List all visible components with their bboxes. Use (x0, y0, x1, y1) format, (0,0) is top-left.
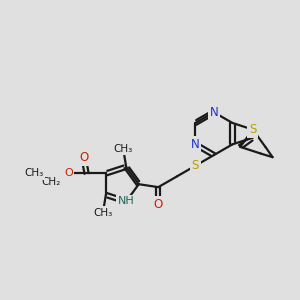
Text: N: N (191, 138, 200, 151)
Text: O: O (154, 198, 163, 211)
Text: O: O (64, 169, 73, 178)
Text: O: O (79, 151, 88, 164)
Text: N: N (209, 106, 218, 119)
Text: CH₃: CH₃ (93, 208, 112, 218)
Text: NH: NH (118, 196, 135, 206)
Text: CH₃: CH₃ (114, 144, 133, 154)
Text: S: S (192, 159, 199, 172)
Text: CH₃: CH₃ (25, 169, 44, 178)
Text: S: S (249, 123, 256, 136)
Text: CH₂: CH₂ (42, 177, 61, 187)
